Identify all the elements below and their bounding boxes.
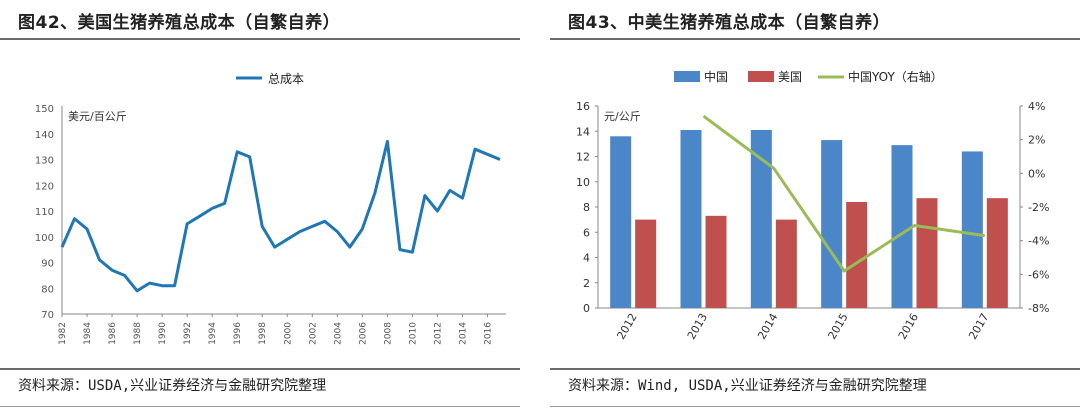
left-y-tick-label: 110 [35, 207, 54, 218]
left-y-tick-label: 140 [35, 130, 54, 141]
left-x-tick-label: 1984 [83, 322, 93, 345]
right-legend-label-usa: 美国 [778, 70, 802, 84]
left-x-tick-label: 2016 [483, 322, 493, 345]
left-y-axis-unit: 美元/百公斤 [68, 110, 127, 123]
left-x-tick-label: 1990 [158, 322, 168, 345]
left-base-rule [0, 406, 520, 407]
right-bar-china [961, 151, 983, 308]
right-x-tick-label: 2013 [685, 311, 710, 342]
right-bar-usa [846, 201, 868, 308]
left-top-rule [0, 38, 520, 40]
right-y-tick-label: 8 [583, 201, 590, 214]
left-y-tick-label: 150 [35, 104, 54, 115]
right-y-tick-label: 16 [576, 100, 590, 113]
right-bar-usa [916, 198, 938, 308]
right-y2-tick-label: 4% [1028, 100, 1045, 113]
left-x-tick-label: 2000 [283, 322, 293, 345]
right-y-tick-label: 6 [583, 226, 590, 239]
right-x-tick-label: 2015 [826, 311, 851, 342]
left-y-tick-label: 70 [41, 310, 54, 321]
right-bar-china [891, 145, 913, 308]
right-combo-chart: 0 2 4 6 8 10 12 14 16 -8% -6% -4% -2% 0% 2% 4% 元/公斤 2012 2… [576, 69, 1049, 342]
left-x-tick-label: 1988 [133, 322, 143, 345]
right-y2-tick-label: -6% [1028, 268, 1049, 281]
right-x-tick-label: 2016 [896, 311, 921, 342]
left-bottom-rule [0, 368, 520, 370]
left-figure-panel: 图42、美国生猪养殖总成本（自繁自养） 70 80 90 100 110 120 130 14… [0, 0, 520, 417]
right-legend-swatch-usa [748, 71, 774, 82]
right-y-tick-label: 2 [583, 277, 590, 290]
right-y-tick-label: 0 [583, 302, 590, 315]
left-y-tick-label: 120 [35, 181, 54, 192]
right-y2-tick-label: -2% [1028, 201, 1049, 214]
right-bottom-rule [550, 368, 1080, 370]
right-x-tick-label: 2014 [755, 311, 780, 342]
right-bar-china [680, 129, 702, 308]
right-legend-label-china: 中国 [704, 69, 728, 84]
left-figure-title: 图42、美国生猪养殖总成本（自繁自养） [18, 13, 341, 33]
right-legend-label-yoy: 中国YOY（右轴） [848, 69, 943, 84]
left-x-tick-label: 1998 [258, 322, 268, 345]
left-y-tick-label: 130 [35, 156, 54, 167]
left-source-note: 资料来源：USDA,兴业证券经济与金融研究院整理 [18, 378, 327, 394]
right-y-tick-label: 14 [576, 125, 590, 138]
right-top-rule [550, 38, 1080, 40]
right-x-tick-label: 2017 [966, 311, 991, 342]
left-x-tick-label: 2004 [333, 322, 343, 345]
right-figure-title: 图43、中美生猪养殖总成本（自繁自养） [568, 13, 891, 33]
left-x-tick-label: 2006 [358, 322, 368, 345]
left-x-tick-label: 1992 [183, 322, 193, 345]
right-bar-china [610, 136, 632, 308]
right-bar-china [750, 129, 772, 308]
right-y2-tick-label: 2% [1028, 134, 1045, 147]
right-y-tick-label: 12 [576, 151, 590, 164]
right-base-rule [550, 406, 1080, 407]
left-y-tick-label: 90 [41, 259, 54, 270]
right-bar-usa [775, 219, 797, 308]
left-x-tick-label: 1996 [233, 322, 243, 345]
left-series-line-total-cost [60, 140, 501, 293]
right-y2-tick-label: 0% [1028, 167, 1045, 180]
left-y-tick-label: 80 [41, 284, 54, 295]
left-x-tick-label: 1994 [208, 322, 218, 345]
left-x-tick-label: 1982 [58, 322, 68, 345]
right-bar-usa [986, 198, 1008, 308]
left-line-chart: 70 80 90 100 110 120 130 140 150 1982 1984 1986 1988… [35, 72, 506, 345]
right-series-line-china-yoy [702, 114, 986, 273]
right-y-tick-label: 10 [576, 176, 590, 189]
right-legend-swatch-china [674, 71, 700, 82]
right-figure-panel: 图43、中美生猪养殖总成本（自繁自养） 0 2 4 6 8 10 12 14 16 -8% -6% -… [550, 0, 1080, 417]
left-x-tick-label: 2012 [433, 322, 443, 345]
left-x-tick-label: 1986 [108, 322, 118, 345]
left-x-tick-label: 2014 [458, 322, 468, 345]
left-x-tick-label: 2002 [308, 322, 318, 345]
left-legend-label: 总成本 [268, 72, 304, 86]
right-y2-tick-label: -8% [1028, 302, 1049, 315]
left-x-tick-label: 2008 [383, 322, 393, 345]
right-x-tick-label: 2012 [615, 311, 640, 342]
right-y-tick-label: 4 [583, 252, 590, 265]
right-y2-tick-label: -4% [1028, 235, 1049, 248]
left-y-tick-label: 100 [35, 233, 54, 244]
right-bar-china [821, 140, 843, 308]
right-bar-usa [705, 215, 727, 308]
right-bar-usa [635, 219, 657, 308]
right-source-note: 资料来源：Wind, USDA,兴业证券经济与金融研究院整理 [568, 378, 927, 394]
left-x-tick-label: 2010 [408, 322, 418, 345]
right-y-axis-unit: 元/公斤 [604, 110, 641, 123]
